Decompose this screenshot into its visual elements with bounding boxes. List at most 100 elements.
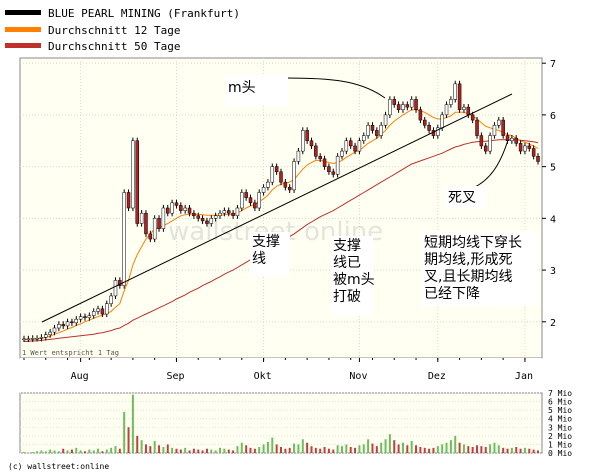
volume-bar	[101, 451, 104, 453]
price-candle	[183, 207, 187, 211]
legend-swatch-price	[5, 10, 41, 15]
volume-bar	[62, 448, 65, 453]
volume-bar	[362, 444, 365, 453]
price-candle	[65, 321, 70, 327]
annotation-support-line1: 支撑	[252, 234, 280, 250]
volume-bar	[471, 447, 474, 453]
price-candle	[122, 192, 126, 286]
volume-tick-label: 4 Mio	[548, 415, 572, 424]
volume-tick-label: 0 Mio	[548, 449, 572, 458]
volume-bar	[136, 435, 139, 453]
volume-bar	[340, 446, 343, 453]
price-candle	[466, 106, 471, 116]
price-candle	[57, 324, 61, 329]
price-candle	[87, 315, 92, 318]
volume-bar	[380, 442, 383, 453]
y-tick-label: 2	[550, 318, 556, 329]
x-tick-label: Jan	[515, 371, 533, 382]
volume-bar	[323, 447, 326, 453]
price-candle	[322, 158, 327, 167]
volume-bar	[158, 445, 161, 453]
price-candle	[518, 143, 523, 152]
volume-bar	[97, 448, 100, 453]
annotation-broken-line2: 线已	[333, 255, 361, 271]
volume-tick-label: 5 Mio	[548, 406, 572, 415]
price-candle	[296, 150, 301, 162]
volume-bar	[432, 447, 435, 453]
volume-bar	[83, 451, 86, 453]
annotation-explain-line4: 已经下降	[424, 286, 480, 302]
price-candle	[527, 145, 532, 149]
volume-bar	[258, 447, 261, 453]
price-candle	[105, 303, 109, 315]
price-candle	[91, 311, 96, 316]
price-candle	[418, 109, 423, 121]
volume-bar	[110, 447, 113, 453]
volume-bar	[497, 445, 500, 453]
volume-bar	[79, 450, 82, 453]
price-candle	[492, 124, 497, 136]
price-candle	[401, 104, 405, 110]
price-candle	[392, 99, 397, 105]
x-axis-band	[20, 358, 542, 386]
volume-bar	[476, 445, 479, 453]
price-candle	[414, 99, 418, 110]
volume-bar	[510, 447, 513, 453]
annotation-explain-line3: 叉,且长期均线	[424, 269, 512, 285]
volume-bar	[462, 444, 465, 453]
volume-bar	[371, 443, 374, 453]
price-candle	[179, 205, 183, 211]
price-candle	[83, 316, 87, 318]
volume-bar	[127, 427, 130, 453]
price-candle	[335, 156, 340, 175]
price-candle	[436, 127, 440, 136]
volume-bar	[445, 442, 448, 453]
x-tick-label: Sep	[166, 371, 184, 382]
annotation-broken-line1: 支撑	[333, 238, 361, 254]
volume-bar	[232, 450, 235, 453]
price-candle	[248, 197, 253, 204]
volume-bar	[240, 442, 243, 453]
volume-bar	[345, 444, 348, 453]
price-candle	[44, 334, 48, 338]
volume-bar	[410, 441, 413, 453]
volume-bar	[519, 448, 522, 453]
volume-bar	[144, 444, 147, 453]
price-candle	[78, 316, 83, 320]
volume-bar	[280, 447, 282, 453]
legend-label-ma12: Durchschnitt 12 Tage	[48, 24, 180, 37]
price-candle	[113, 280, 118, 297]
price-candle	[96, 308, 100, 312]
price-candle	[283, 181, 288, 188]
price-candle	[405, 104, 410, 108]
legend-swatch-ma50	[5, 43, 41, 48]
price-candle	[396, 104, 401, 110]
price-candle	[340, 150, 344, 157]
volume-bar	[49, 449, 52, 453]
volume-bar	[214, 450, 217, 453]
price-candle	[279, 171, 283, 183]
legend: BLUE PEARL MINING (Frankfurt) Durchschni…	[5, 7, 240, 53]
price-candle	[266, 181, 270, 188]
volume-bar	[114, 446, 117, 453]
volume-bar	[314, 447, 317, 453]
price-candle	[152, 218, 157, 240]
volume-bar	[166, 444, 169, 453]
price-candle	[314, 145, 318, 157]
price-candle	[213, 215, 218, 219]
volume-bar	[506, 448, 509, 453]
price-candle	[144, 212, 148, 235]
volume-bar	[23, 452, 25, 453]
volume-bar	[393, 440, 396, 453]
volume-bars	[23, 394, 539, 453]
price-candle	[35, 338, 39, 340]
price-candle	[274, 166, 279, 173]
price-candle	[139, 212, 144, 224]
price-candle	[218, 212, 222, 217]
annotation-broken-bg	[331, 236, 373, 316]
volume-bar	[319, 448, 322, 453]
price-candle	[536, 156, 540, 162]
price-candle	[301, 130, 305, 152]
volume-bar	[288, 447, 291, 453]
volume-bar	[184, 447, 187, 453]
